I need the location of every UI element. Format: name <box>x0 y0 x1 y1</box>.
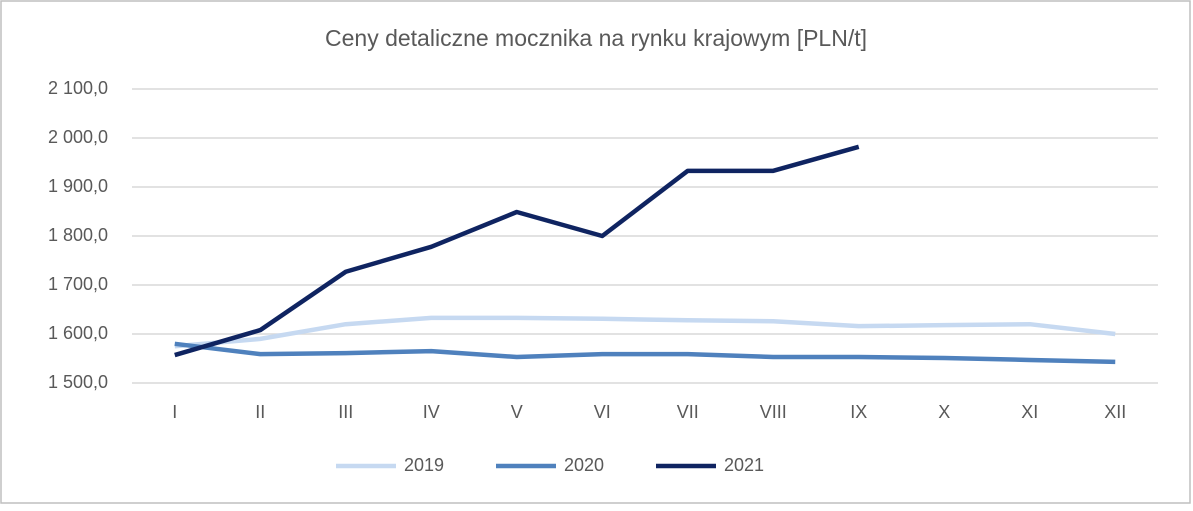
y-tick-label: 2 100,0 <box>48 78 108 98</box>
y-tick-label: 1 900,0 <box>48 176 108 196</box>
x-tick-label: IV <box>423 402 440 422</box>
y-tick-label: 1 600,0 <box>48 323 108 343</box>
y-tick-label: 1 800,0 <box>48 225 108 245</box>
chart-title: Ceny detaliczne mocznika na rynku krajow… <box>325 25 867 51</box>
x-tick-label: IX <box>850 402 867 422</box>
x-tick-label: XI <box>1021 402 1038 422</box>
series-line <box>174 144 860 358</box>
legend-label: 2020 <box>564 455 604 475</box>
x-tick-label: V <box>511 402 523 422</box>
x-tick-label: VIII <box>760 402 787 422</box>
legend-label: 2019 <box>404 455 444 475</box>
x-tick-label: VI <box>594 402 611 422</box>
x-tick-label: X <box>938 402 950 422</box>
x-tick-label: III <box>338 402 353 422</box>
legend-label: 2021 <box>724 455 764 475</box>
y-tick-label: 1 500,0 <box>48 372 108 392</box>
x-tick-label: XII <box>1104 402 1126 422</box>
y-tick-label: 1 700,0 <box>48 274 108 294</box>
y-tick-label: 2 000,0 <box>48 127 108 147</box>
x-tick-label: I <box>172 402 177 422</box>
x-tick-label: VII <box>677 402 699 422</box>
series-line <box>174 315 1116 349</box>
x-tick-label: II <box>255 402 265 422</box>
series-line <box>174 341 1116 365</box>
